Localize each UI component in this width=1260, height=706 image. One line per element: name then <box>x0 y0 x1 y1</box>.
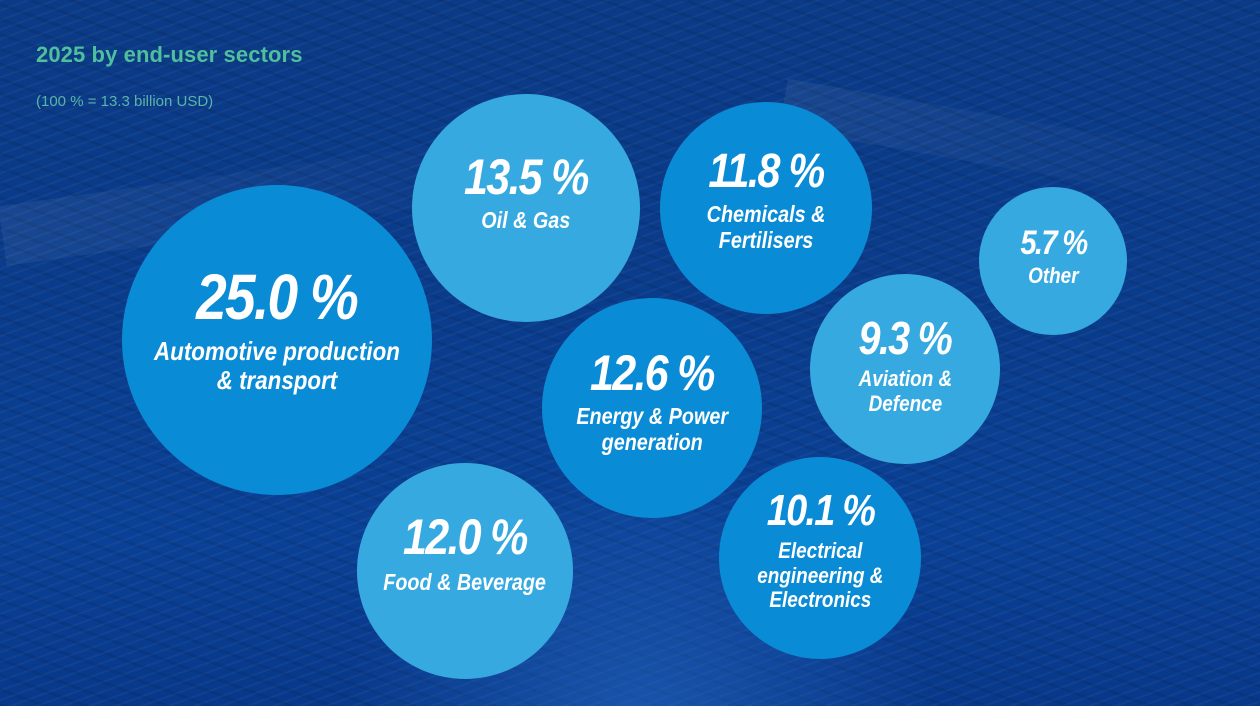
chart-subtitle: (100 % = 13.3 billion USD) <box>36 93 214 110</box>
bubble-label: Other <box>1027 262 1079 288</box>
bubble-label: Aviation & Defence <box>858 366 952 416</box>
bubble-other: 5.7 % Other <box>979 187 1127 335</box>
bubble-value: 11.8 % <box>708 145 825 199</box>
bubble-label: Food & Beverage <box>383 569 547 596</box>
bubble-automotive: 25.0 % Automotive production & transport <box>122 185 432 495</box>
bubble-label: Electrical engineering & Electronics <box>756 538 884 613</box>
bubble-value: 13.5 % <box>464 149 589 206</box>
bubble-aviation: 9.3 % Aviation & Defence <box>810 274 1000 464</box>
bubble-electrical: 10.1 % Electrical engineering & Electron… <box>719 457 921 659</box>
bubble-food: 12.0 % Food & Beverage <box>357 463 573 679</box>
bubble-label: Chemicals & Fertilisers <box>706 201 826 253</box>
chart-title: 2025 by end-user sectors <box>36 42 303 67</box>
bubble-value: 10.1 % <box>766 486 875 536</box>
bubble-value: 12.0 % <box>403 509 528 566</box>
bubble-label: Oil & Gas <box>481 207 571 234</box>
bubble-value: 25.0 % <box>196 260 359 333</box>
bubble-label: Energy & Power generation <box>576 403 728 455</box>
bubble-oil-gas: 13.5 % Oil & Gas <box>412 94 640 322</box>
bubble-chemicals: 11.8 % Chemicals & Fertilisers <box>660 102 872 314</box>
bubble-value: 9.3 % <box>858 312 953 365</box>
bubble-label: Automotive production & transport <box>154 335 400 395</box>
bubble-value: 5.7 % <box>1019 223 1088 262</box>
bubble-energy: 12.6 % Energy & Power generation <box>542 298 762 518</box>
bubble-value: 12.6 % <box>590 345 715 402</box>
